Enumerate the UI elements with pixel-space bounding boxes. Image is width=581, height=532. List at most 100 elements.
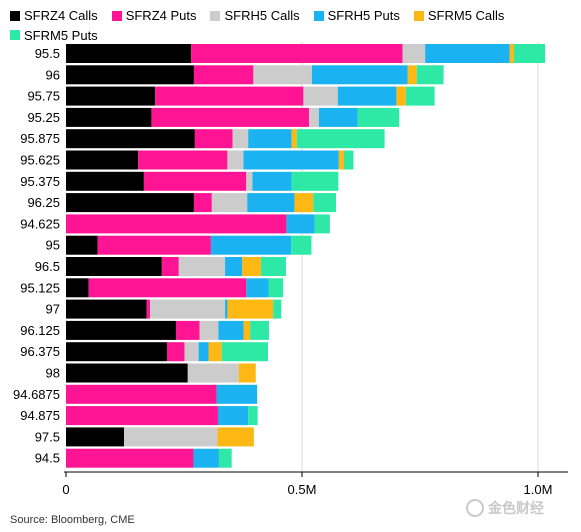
bar-segment <box>291 171 339 191</box>
bar-segment <box>232 129 249 149</box>
bar-segment <box>227 299 274 319</box>
bar-segment <box>194 129 233 149</box>
category-label: 97.5 <box>35 429 60 444</box>
bar-segment <box>66 299 147 319</box>
legend-item: SFRZ4 Puts <box>111 6 196 25</box>
bar-segment <box>66 235 98 255</box>
bar-segment <box>338 150 345 170</box>
bar-segment <box>161 257 179 276</box>
category-label: 98 <box>46 366 60 381</box>
category-label: 97 <box>46 302 60 317</box>
legend: SFRZ4 Calls SFRZ4 Puts SFRH5 Calls SFRH5 Pu… <box>10 6 530 45</box>
bar-segment <box>187 363 239 383</box>
bar-segment <box>66 150 139 170</box>
legend-swatch <box>210 10 221 21</box>
bar-segment <box>151 107 310 127</box>
bar-segment <box>178 257 226 276</box>
bar-segment <box>66 65 194 85</box>
bar-segment <box>208 342 222 362</box>
bar-segment <box>314 214 330 234</box>
bar-segment <box>155 86 304 106</box>
bar-segment <box>66 171 144 191</box>
watermark: 金色财经 <box>466 498 544 518</box>
bar-segment <box>66 86 156 106</box>
bar-segment <box>296 129 385 149</box>
bar-segment <box>253 65 312 85</box>
legend-label: SFRH5 Calls <box>224 8 300 23</box>
category-label: 94.5 <box>35 451 60 466</box>
bar-segment <box>198 342 209 362</box>
category-label: 95.5 <box>35 46 60 61</box>
bar-segment <box>66 363 188 383</box>
bar-segment <box>218 448 232 468</box>
x-tick-label: 0.5M <box>288 482 317 497</box>
legend-label: SFRH5 Puts <box>327 8 400 23</box>
legend-item: SFRM5 Puts <box>10 26 98 45</box>
bar-segment <box>425 44 510 63</box>
bar-segment <box>66 384 217 404</box>
bar-segment <box>246 278 269 298</box>
bar-segment <box>291 235 312 255</box>
x-tick-label: 0 <box>62 482 69 497</box>
category-label: 96.375 <box>20 344 60 359</box>
legend-swatch <box>10 30 20 40</box>
bar-segment <box>66 257 162 276</box>
category-label: 96 <box>46 67 60 82</box>
legend-swatch <box>313 10 324 21</box>
legend-swatch <box>111 10 122 21</box>
bar-segment <box>246 171 253 191</box>
bar-segment <box>138 150 228 170</box>
legend-item: SFRM5 Calls <box>413 6 505 25</box>
bar-segment <box>396 86 406 106</box>
bar-segment <box>66 448 194 468</box>
bar-segment <box>248 129 292 149</box>
category-label: 96.25 <box>27 195 60 210</box>
bar-segment <box>242 257 261 276</box>
bar-segment <box>66 406 218 426</box>
bar-segment <box>221 342 269 362</box>
bar-segment <box>66 278 89 298</box>
category-label: 96.5 <box>35 259 60 274</box>
bar-segment <box>243 150 339 170</box>
bar-segment <box>143 171 247 191</box>
legend-label: SFRM5 Puts <box>24 27 98 43</box>
bar-segment <box>66 342 168 362</box>
bar-segment <box>66 193 194 213</box>
bar-segment <box>193 65 254 85</box>
legend-swatch <box>10 10 20 21</box>
category-label: 95.75 <box>27 89 60 104</box>
category-label: 95.25 <box>27 110 60 125</box>
bar-segment <box>313 193 336 213</box>
bar-segment <box>225 299 228 319</box>
bar-segment <box>309 107 319 127</box>
bar-segment <box>211 193 248 213</box>
bar-segment <box>286 214 315 234</box>
legend-item: SFRZ4 Calls <box>10 6 98 25</box>
bar-segment <box>513 44 546 63</box>
bar-segment <box>248 406 258 426</box>
bar-segment <box>218 320 244 340</box>
bar-segment <box>217 427 254 447</box>
bar-segment <box>416 65 444 85</box>
bar-segment <box>337 86 397 106</box>
bar-segment <box>344 150 354 170</box>
bar-segment <box>247 193 295 213</box>
bar-segment <box>217 406 249 426</box>
category-label: 95.375 <box>20 174 60 189</box>
bar-segment <box>216 384 258 404</box>
category-label: 95.125 <box>20 280 60 295</box>
category-label: 95.625 <box>20 153 60 168</box>
bar-segment <box>238 363 256 383</box>
bar-segment <box>407 65 417 85</box>
bar-segment <box>402 44 426 63</box>
bar-segment <box>66 129 195 149</box>
bar-segment <box>252 171 292 191</box>
bar-segment <box>146 299 151 319</box>
source-note: Source: Bloomberg, CME <box>10 514 135 526</box>
bar-segment <box>66 44 192 63</box>
bar-segment <box>509 44 514 63</box>
legend-label: SFRM5 Calls <box>427 8 505 23</box>
bar-segment <box>66 320 176 340</box>
category-label: 96.125 <box>20 323 60 338</box>
category-label: 95 <box>46 238 60 253</box>
